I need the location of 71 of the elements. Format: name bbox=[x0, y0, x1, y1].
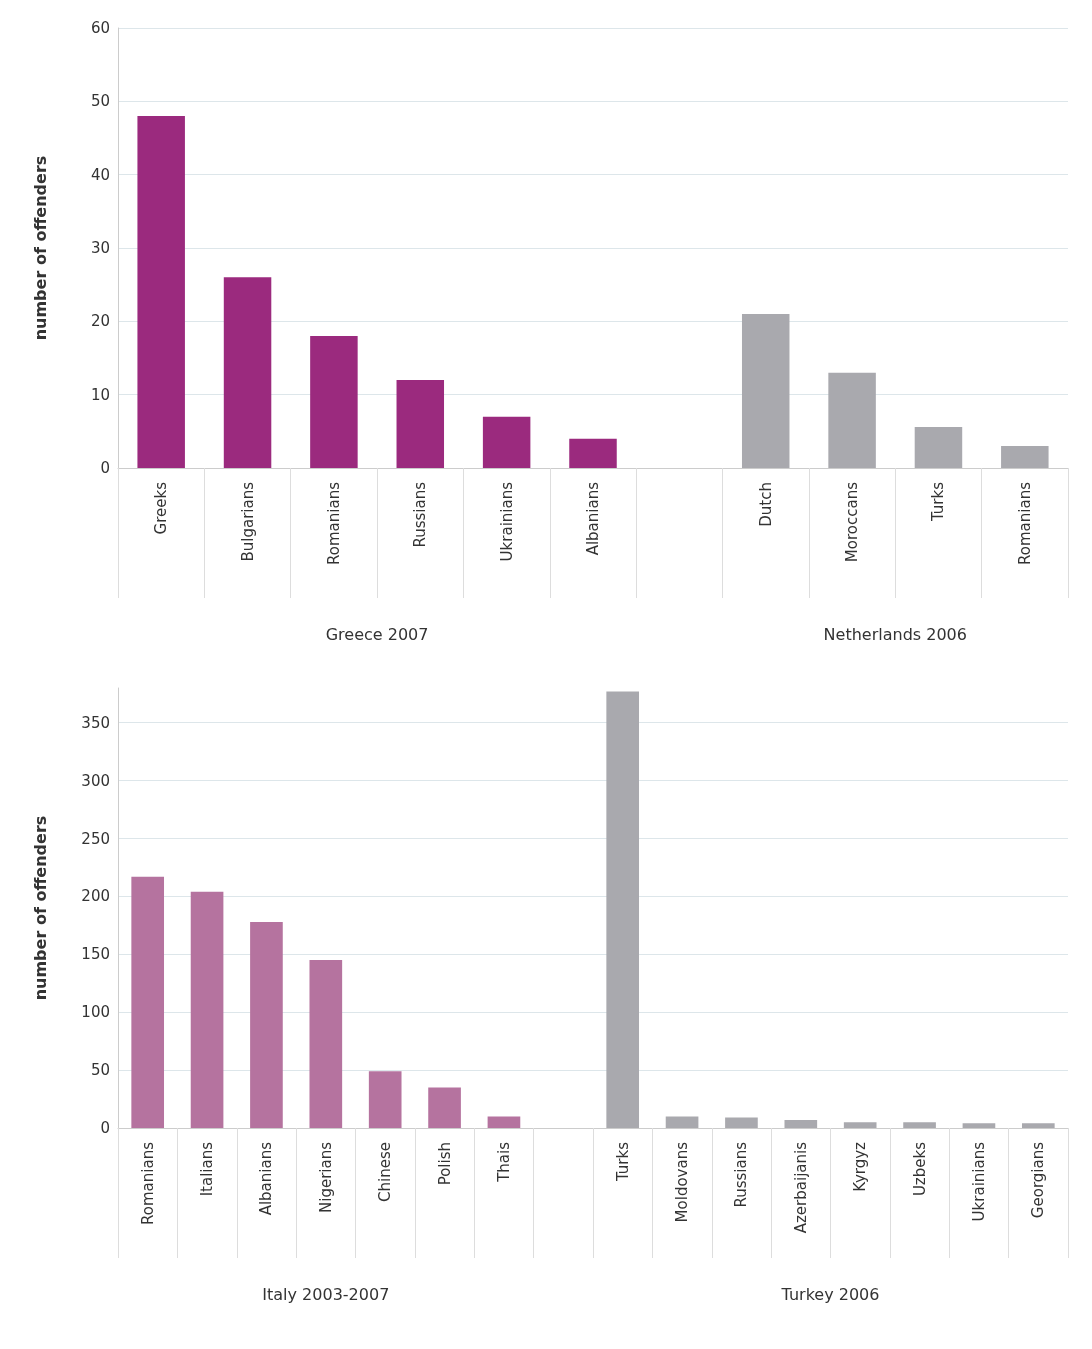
y-tick-label: 200 bbox=[81, 887, 110, 906]
y-tick-label: 60 bbox=[90, 19, 110, 37]
text: Italy 2003-2007 bbox=[262, 1284, 390, 1304]
y-axis-title: number of offenders bbox=[30, 155, 50, 341]
x-tick-label: Kyrgyz bbox=[851, 1141, 870, 1192]
y-tick-label: 0 bbox=[100, 459, 110, 477]
bar bbox=[487, 1116, 521, 1128]
bar bbox=[223, 277, 272, 468]
bar bbox=[368, 1071, 402, 1128]
x-tick-label: Dutch bbox=[756, 482, 775, 527]
x-tick-label: Greeks bbox=[152, 481, 171, 535]
x-tick-label: Chinese bbox=[376, 1142, 395, 1202]
x-tick-label: Nigerians bbox=[316, 1141, 335, 1213]
x-tick-label: Moroccans bbox=[843, 481, 862, 563]
y-tick-label: 0 bbox=[100, 1119, 110, 1137]
x-tick-label: Turks bbox=[613, 1141, 632, 1183]
x-tick-label: Russians bbox=[732, 1141, 751, 1208]
text: Greece 2007 bbox=[325, 624, 429, 644]
x-tick-label: Albanians bbox=[584, 481, 602, 556]
y-tick-label: 10 bbox=[90, 385, 110, 404]
x-tick-label: Thais bbox=[494, 1141, 513, 1183]
bar bbox=[309, 960, 343, 1128]
bar bbox=[1001, 446, 1049, 468]
bar bbox=[903, 1122, 936, 1128]
y-axis-title: number of offenders bbox=[30, 815, 50, 1001]
x-tick-label: Moldovans bbox=[673, 1141, 692, 1223]
bar bbox=[606, 691, 640, 1128]
y-tick-label: 40 bbox=[90, 165, 110, 184]
x-tick-label: Turks bbox=[929, 481, 948, 523]
x-tick-label: Romanians bbox=[138, 1141, 157, 1225]
y-tick-label: 50 bbox=[90, 1061, 110, 1080]
bar bbox=[784, 1119, 818, 1128]
x-tick-label: Polish bbox=[435, 1142, 454, 1186]
y-tick-label: 20 bbox=[90, 312, 110, 331]
bar bbox=[137, 116, 185, 468]
x-tick-label: Italians bbox=[198, 1141, 217, 1197]
y-tick-label: 30 bbox=[90, 239, 110, 257]
bar bbox=[843, 1122, 877, 1128]
x-tick-label: Bulgarians bbox=[238, 481, 257, 562]
bar bbox=[962, 1123, 996, 1128]
bar bbox=[1021, 1123, 1055, 1128]
y-tick-label: 100 bbox=[81, 1003, 110, 1022]
x-tick-label: Russians bbox=[411, 481, 430, 548]
y-tick-label: 250 bbox=[81, 829, 110, 848]
bar bbox=[665, 1116, 699, 1128]
x-tick-label: Azerbaijanis bbox=[791, 1141, 810, 1234]
y-tick-label: 150 bbox=[81, 945, 110, 964]
x-tick-label: Albanians bbox=[257, 1141, 276, 1216]
x-tick-label: Ukrainians bbox=[969, 1141, 988, 1222]
bar bbox=[725, 1117, 758, 1128]
y-tick-label: 350 bbox=[81, 713, 110, 732]
bar bbox=[482, 416, 531, 468]
text: Netherlands 2006 bbox=[823, 624, 967, 644]
x-tick-label: Romanians bbox=[1015, 481, 1034, 565]
bar bbox=[569, 438, 617, 468]
bar bbox=[250, 921, 283, 1128]
bar bbox=[396, 380, 445, 468]
y-tick-label: 300 bbox=[81, 771, 110, 790]
x-tick-label: Ukrainians bbox=[497, 481, 516, 562]
x-tick-label: Uzbeks bbox=[910, 1141, 929, 1197]
y-tick-label: 50 bbox=[90, 92, 110, 111]
bar bbox=[310, 336, 358, 468]
bar bbox=[741, 314, 790, 468]
bar bbox=[131, 876, 165, 1128]
bar bbox=[828, 372, 876, 468]
bar bbox=[914, 426, 963, 468]
x-tick-label: Romanians bbox=[324, 481, 343, 565]
x-tick-label: Georgians bbox=[1029, 1141, 1048, 1219]
bar bbox=[190, 891, 224, 1128]
text: Turkey 2006 bbox=[780, 1284, 880, 1304]
bar bbox=[428, 1087, 461, 1128]
